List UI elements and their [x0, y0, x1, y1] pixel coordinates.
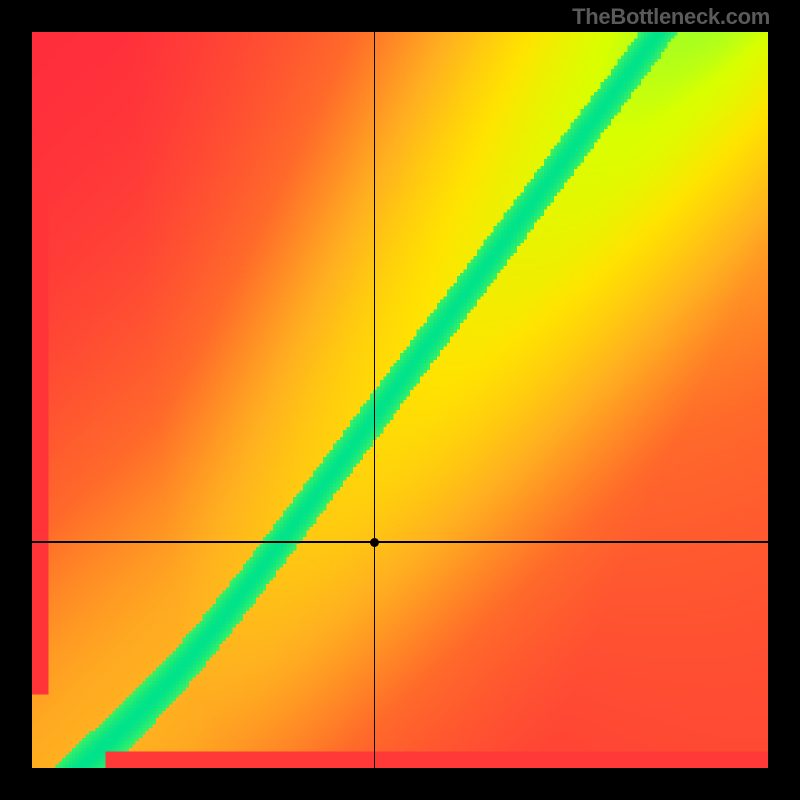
bottleneck-heatmap: [32, 32, 768, 768]
marker-dot: [370, 538, 379, 547]
crosshair-horizontal: [32, 541, 768, 542]
crosshair-vertical: [374, 32, 375, 768]
plot-area: [32, 32, 768, 768]
watermark-text: TheBottleneck.com: [572, 4, 770, 30]
chart-frame: TheBottleneck.com: [0, 0, 800, 800]
